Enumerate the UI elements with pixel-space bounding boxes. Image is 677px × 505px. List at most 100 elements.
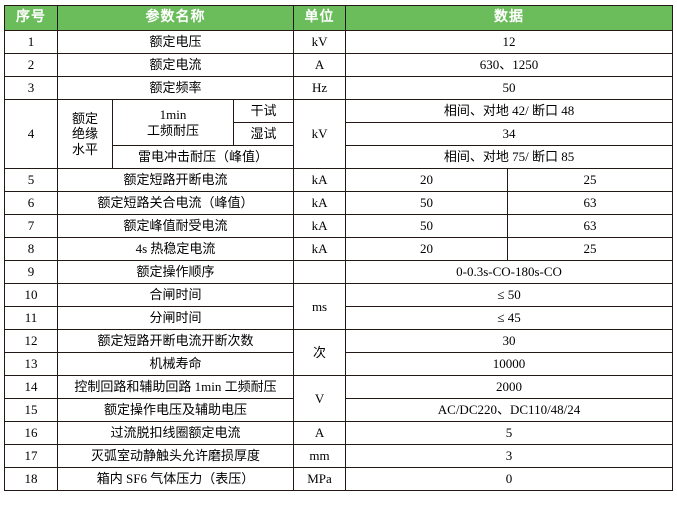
r4-wet-test-label: 湿试 — [232, 122, 295, 146]
r18-unit: MPa — [293, 467, 347, 491]
r9-unit — [293, 260, 347, 284]
r6-param: 额定短路关合电流（峰值） — [56, 191, 295, 215]
r16-param: 过流脱扣线圈额定电流 — [56, 421, 295, 445]
r7-value-2: 63 — [507, 214, 674, 238]
r16-serial: 16 — [4, 421, 58, 445]
r9-serial: 9 — [4, 260, 58, 284]
r4-lightning-value: 相间、对地 75/ 断口 85 — [345, 145, 674, 169]
row-4-wet: 湿试 34 — [5, 122, 674, 146]
row-8: 8 4s 热稳定电流 kA 20 25 — [4, 237, 674, 261]
r5-unit: kA — [293, 168, 347, 192]
r14-serial: 14 — [4, 375, 58, 399]
r16-unit: A — [293, 421, 347, 445]
header-data: 数据 — [345, 5, 674, 31]
r6-serial: 6 — [4, 191, 58, 215]
r12-param: 额定短路开断电流开断次数 — [56, 329, 295, 353]
r11-serial: 11 — [4, 306, 58, 330]
row-16: 16 过流脱扣线圈额定电流 A 5 — [4, 421, 674, 445]
r12-serial: 12 — [4, 329, 58, 353]
row-11: 11 分闸时间 ≤ 45 — [4, 306, 674, 330]
r1-serial: 1 — [4, 30, 58, 54]
row-13: 13 机械寿命 10000 — [4, 352, 674, 376]
r15-value: AC/DC220、DC110/48/24 — [345, 398, 674, 422]
r17-unit: mm — [293, 444, 347, 468]
spec-table: 序号 参数名称 单位 数据 1 额定电压 kV 12 2 额定电流 A 630、… — [4, 5, 674, 491]
r2-unit: A — [293, 53, 347, 77]
r8-serial: 8 — [4, 237, 58, 261]
r17-serial: 17 — [4, 444, 58, 468]
row-12: 12 额定短路开断电流开断次数 次 30 — [4, 329, 674, 376]
r14-unit: V — [293, 375, 347, 422]
r12-value: 30 — [345, 329, 674, 353]
header-serial: 序号 — [4, 5, 58, 31]
r8-value-2: 25 — [507, 237, 674, 261]
r18-param: 箱内 SF6 气体压力（表压） — [56, 467, 295, 491]
r3-unit: Hz — [293, 76, 347, 100]
row-14: 14 控制回路和辅助回路 1min 工频耐压 V 2000 — [4, 375, 674, 422]
r13-serial: 13 — [4, 352, 58, 376]
r7-value-1: 50 — [345, 214, 509, 238]
r1-unit: kV — [293, 30, 347, 54]
row-7: 7 额定峰值耐受电流 kA 50 63 — [4, 214, 674, 238]
r3-value: 50 — [345, 76, 674, 100]
r6-value-1: 50 — [345, 191, 509, 215]
row-9: 9 额定操作顺序 0-0.3s-CO-180s-CO — [4, 260, 674, 284]
row-18: 18 箱内 SF6 气体压力（表压） MPa 0 — [4, 467, 674, 491]
r12-unit: 次 — [293, 329, 347, 376]
r3-serial: 3 — [4, 76, 58, 100]
r2-value: 630、1250 — [345, 53, 674, 77]
row-1: 1 额定电压 kV 12 — [4, 30, 674, 54]
r17-value: 3 — [345, 444, 674, 468]
r15-param: 额定操作电压及辅助电压 — [56, 398, 295, 422]
r4-wet-value: 34 — [345, 122, 674, 146]
row-6: 6 额定短路关合电流（峰值） kA 50 63 — [4, 191, 674, 215]
row-4-dry: 4 额定 绝缘 水平 1min 工频耐压 干试 kV 相间、对地 42/ 断口 … — [4, 99, 674, 169]
r17-param: 灭弧室动静触头允许磨损厚度 — [56, 444, 295, 468]
header-row: 序号 参数名称 单位 数据 — [4, 5, 674, 31]
r10-value: ≤ 50 — [345, 283, 674, 307]
r18-serial: 18 — [4, 467, 58, 491]
row-17: 17 灭弧室动静触头允许磨损厚度 mm 3 — [4, 444, 674, 468]
r5-param: 额定短路开断电流 — [56, 168, 295, 192]
row-15: 15 额定操作电压及辅助电压 AC/DC220、DC110/48/24 — [4, 398, 674, 422]
r5-value-2: 25 — [507, 168, 674, 192]
r1-value: 12 — [345, 30, 674, 54]
r15-serial: 15 — [4, 398, 58, 422]
r18-value: 0 — [345, 467, 674, 491]
r6-unit: kA — [293, 191, 347, 215]
r10-serial: 10 — [4, 283, 58, 307]
r8-unit: kA — [293, 237, 347, 261]
r8-param: 4s 热稳定电流 — [56, 237, 295, 261]
r4-dry-test-label: 干试 — [232, 99, 295, 123]
r13-value: 10000 — [345, 352, 674, 376]
r4-power-freq-withstand-label: 1min 工频耐压 — [112, 99, 234, 146]
r4-serial: 4 — [4, 99, 58, 169]
r2-serial: 2 — [4, 53, 58, 77]
r11-param: 分闸时间 — [56, 306, 295, 330]
r11-value: ≤ 45 — [345, 306, 674, 330]
r16-value: 5 — [345, 421, 674, 445]
r4-insulation-level-label: 额定 绝缘 水平 — [57, 99, 113, 169]
r9-param: 额定操作顺序 — [56, 260, 295, 284]
r14-value: 2000 — [345, 375, 674, 399]
row-10: 10 合闸时间 ms ≤ 50 — [4, 283, 674, 330]
r9-value: 0-0.3s-CO-180s-CO — [345, 260, 674, 284]
r7-unit: kA — [293, 214, 347, 238]
row-3: 3 额定频率 Hz 50 — [4, 76, 674, 100]
row-4-lightning: 雷电冲击耐压（峰值） 相间、对地 75/ 断口 85 — [5, 145, 674, 169]
r7-serial: 7 — [4, 214, 58, 238]
r5-value-1: 20 — [345, 168, 509, 192]
row-5: 5 额定短路开断电流 kA 20 25 — [4, 168, 674, 192]
header-param-name: 参数名称 — [56, 5, 295, 31]
r6-value-2: 63 — [507, 191, 674, 215]
r3-param: 额定频率 — [56, 76, 295, 100]
r4-unit: kV — [293, 99, 347, 169]
r14-param: 控制回路和辅助回路 1min 工频耐压 — [56, 375, 295, 399]
r8-value-1: 20 — [345, 237, 509, 261]
header-unit: 单位 — [293, 5, 347, 31]
row-2: 2 额定电流 A 630、1250 — [4, 53, 674, 77]
r4-dry-value: 相间、对地 42/ 断口 48 — [345, 99, 674, 123]
r7-param: 额定峰值耐受电流 — [56, 214, 295, 238]
r5-serial: 5 — [4, 168, 58, 192]
r13-param: 机械寿命 — [56, 352, 295, 376]
